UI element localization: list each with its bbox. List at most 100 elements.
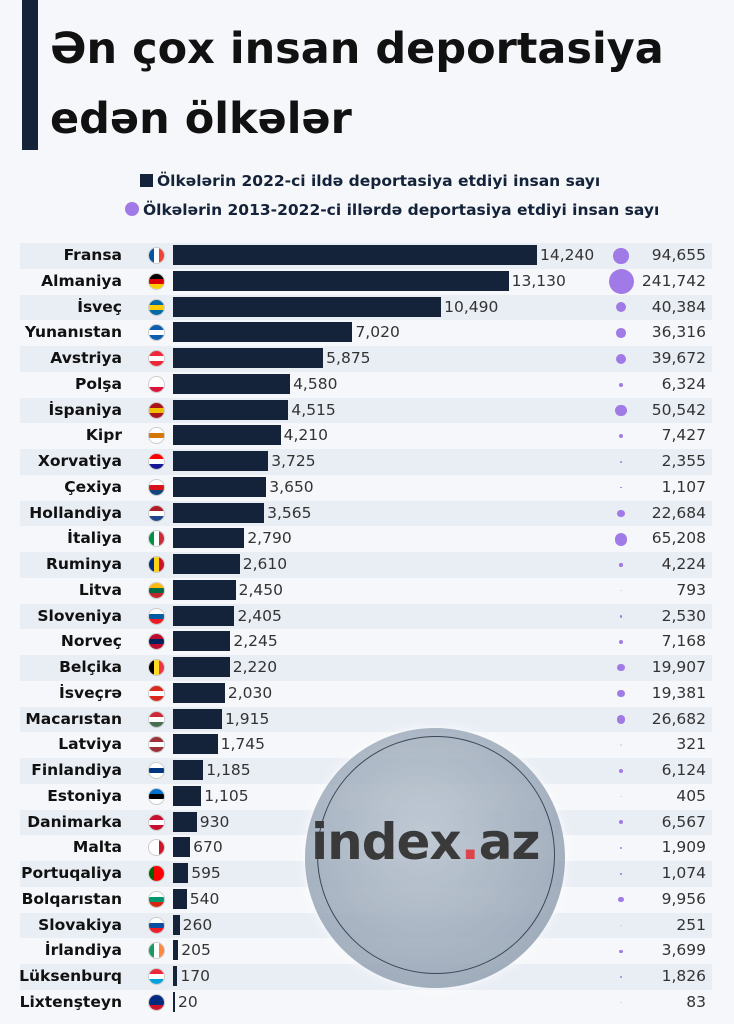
bar-2022 xyxy=(173,760,204,780)
flag-icon xyxy=(148,890,165,908)
category-label: Latviya xyxy=(58,735,122,754)
bar-2022 xyxy=(173,451,269,471)
total-value-label: 26,682 xyxy=(651,709,706,728)
bar-2022 xyxy=(173,373,291,394)
total-value-label: 94,655 xyxy=(651,246,706,264)
category-label: Polşa xyxy=(74,374,122,393)
bar-value-label: 930 xyxy=(199,812,230,831)
category-label: Xorvatiya xyxy=(37,452,122,470)
bubble-2013-2022 xyxy=(618,433,624,439)
bar-value-label: 20 xyxy=(178,992,198,1011)
category-label: Avstriya xyxy=(50,349,122,367)
bar-2022 xyxy=(173,966,178,986)
bar-2022 xyxy=(173,682,225,703)
chart-row: Fransa 14,240 94,655 xyxy=(20,243,712,269)
bar-2022 xyxy=(173,270,509,291)
chart-row: Hollandiya 3,565 22,684 xyxy=(20,500,712,527)
bubble-2013-2022 xyxy=(620,589,622,592)
flag-icon xyxy=(148,762,165,779)
bar-value-label: 14,240 xyxy=(540,246,595,264)
flag-icon xyxy=(148,633,165,651)
category-label: Sloveniya xyxy=(37,606,122,625)
flag-icon xyxy=(148,581,165,599)
bar-2022 xyxy=(173,579,236,600)
category-label: Lüksenburq xyxy=(19,967,122,985)
bubble-2013-2022 xyxy=(619,847,623,850)
bubble-2013-2022 xyxy=(617,664,625,672)
flag-icon xyxy=(148,710,165,728)
chart-row: Norveç 2,245 7,168 xyxy=(20,629,712,655)
legend-item-2022: Ölkələrin 2022-ci ildə deportasiya etdiy… xyxy=(140,172,600,190)
bubble-2013-2022 xyxy=(618,897,624,903)
chart-row: Macarıstan 1,915 26,682 xyxy=(20,706,712,733)
bar-2022 xyxy=(173,296,442,317)
flag-icon xyxy=(148,916,165,934)
bar-value-label: 2,450 xyxy=(238,580,283,599)
flag-icon xyxy=(148,478,165,496)
bar-2022 xyxy=(173,322,353,343)
bubble-2013-2022 xyxy=(618,382,623,387)
total-value-label: 36,316 xyxy=(651,323,706,342)
bar-value-label: 2,245 xyxy=(233,632,278,651)
chart-row: Litva 2,450 793 xyxy=(20,577,712,604)
category-label: Macarıstan xyxy=(25,709,122,728)
bar-2022 xyxy=(173,991,175,1012)
total-value-label: 6,324 xyxy=(661,374,706,393)
flag-icon xyxy=(148,247,165,264)
flag-icon xyxy=(148,839,165,857)
chart-row: Polşa 4,580 6,324 xyxy=(20,371,712,398)
total-value-label: 50,542 xyxy=(651,400,706,419)
category-label: Kipr xyxy=(85,426,122,445)
bar-2022 xyxy=(173,425,281,446)
bar-2022 xyxy=(173,914,180,935)
total-value-label: 83 xyxy=(686,992,706,1011)
chart-row: Ruminya 2,610 4,224 xyxy=(20,552,712,578)
flag-icon xyxy=(148,736,165,754)
bubble-2013-2022 xyxy=(617,690,625,698)
category-label: Çexiya xyxy=(64,477,122,496)
title-accent-bar xyxy=(22,0,38,150)
total-value-label: 2,355 xyxy=(661,452,706,470)
bar-value-label: 3,565 xyxy=(267,503,312,522)
flag-icon xyxy=(148,350,165,367)
bubble-2013-2022 xyxy=(616,715,626,724)
category-label: Almaniya xyxy=(41,271,122,290)
bar-value-label: 2,790 xyxy=(247,529,292,548)
bar-value-label: 4,210 xyxy=(283,426,328,445)
total-value-label: 1,909 xyxy=(661,838,706,857)
bar-value-label: 2,610 xyxy=(242,555,288,573)
flag-icon xyxy=(148,659,165,676)
bar-2022 xyxy=(173,785,202,806)
flag-icon xyxy=(148,427,165,445)
category-label: Yunanıstan xyxy=(24,323,122,342)
bar-2022 xyxy=(173,657,230,677)
bubble-2013-2022 xyxy=(616,328,626,338)
watermark-logo: index.az xyxy=(305,728,565,988)
bubble-2013-2022 xyxy=(619,460,623,464)
category-label: Malta xyxy=(72,838,122,857)
chart-row: Kipr 4,210 7,427 xyxy=(20,423,712,449)
category-label: İsveç xyxy=(77,297,122,316)
watermark-ring xyxy=(317,736,555,974)
total-value-label: 251 xyxy=(676,915,706,934)
chart-row: Yunanıstan 7,020 36,316 xyxy=(20,320,712,346)
flag-icon xyxy=(148,865,165,882)
bubble-2013-2022 xyxy=(620,744,622,746)
flag-icon xyxy=(148,556,165,573)
bubble-2013-2022 xyxy=(620,795,622,798)
total-value-label: 321 xyxy=(676,735,706,754)
bar-value-label: 10,490 xyxy=(444,297,499,316)
chart-row: İtaliya 2,790 65,208 xyxy=(20,526,712,552)
bubble-2013-2022 xyxy=(620,924,622,927)
chart-row: Avstriya 5,875 39,672 xyxy=(20,346,712,372)
flag-icon xyxy=(148,942,165,960)
flag-icon xyxy=(148,787,165,805)
chart-row: Xorvatiya 3,725 2,355 xyxy=(20,449,712,475)
flag-icon xyxy=(148,993,165,1011)
bar-value-label: 2,030 xyxy=(227,683,273,702)
bar-value-label: 170 xyxy=(180,967,210,985)
category-label: Belçika xyxy=(59,658,122,676)
bar-2022 xyxy=(173,348,324,368)
total-value-label: 40,384 xyxy=(651,297,706,316)
category-label: İtaliya xyxy=(67,529,122,548)
